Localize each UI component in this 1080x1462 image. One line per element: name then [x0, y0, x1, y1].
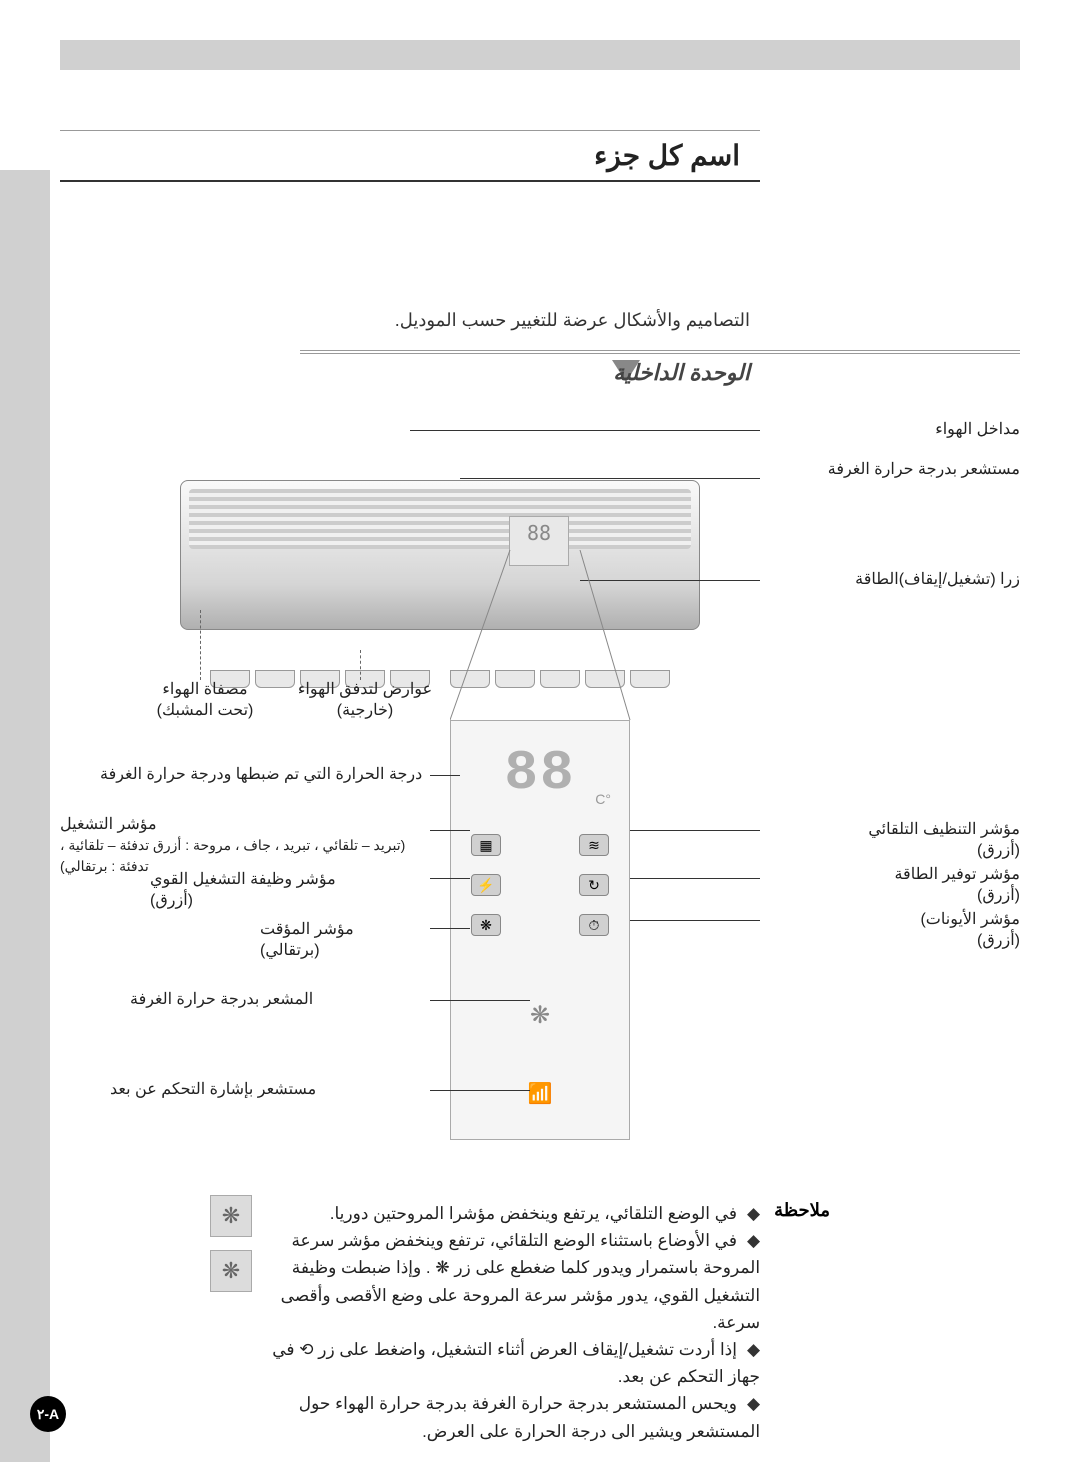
note-item: ويحس المستشعر بدرجة حرارة الغرفة بدرجة ح…: [260, 1390, 760, 1444]
label-op-mode: مؤشر التشغيل (تبريد – تلقائي ، تبريد ، ج…: [60, 815, 430, 877]
label-ion: مؤشر الأيونات) (أزرق): [760, 910, 1020, 952]
label-room-sensor: المشعر بدرجة حرارة الغرفة: [130, 990, 430, 1011]
label-air-filter-note: (تحت المشبك): [157, 702, 254, 719]
label-set-temp: درجة الحرارة التي تم ضبطها ودرجة حرارة ا…: [100, 765, 430, 786]
note-item: إذا أردت تشغيل/إيقاف العرض أثناء التشغيل…: [260, 1336, 760, 1390]
leader-line: [460, 478, 760, 479]
leader-line: [430, 1000, 530, 1001]
indicator-row-3: ⏱ ❋: [471, 911, 609, 939]
auto-clean-icon: ▦: [471, 834, 501, 856]
label-temp-sensor: مستشعر بدرجة حرارة الغرفة: [760, 460, 1020, 481]
ac-display-digits: 88: [510, 517, 568, 545]
display-unit: °C: [595, 791, 611, 807]
timer-color: (برتقالي): [260, 942, 320, 959]
page-title: اسم كل جزء: [594, 139, 740, 172]
leader-line: [630, 878, 760, 879]
indicator-row-2: ↻ ⚡: [471, 871, 609, 899]
leader-line: [430, 928, 470, 929]
indicator-row-1: ≋ ▦: [471, 831, 609, 859]
timer-text: مؤشر المؤقت: [260, 921, 354, 938]
label-air-blades: عوارض لتدفق الهواء (خارجية): [280, 680, 450, 722]
display-panel: 88 °C ≋ ▦ ↻ ⚡ ⏱ ❋ ❋ 📶: [450, 720, 630, 1140]
label-air-blades-note: (خارجية): [337, 702, 393, 719]
turbo-color: (أزرق): [150, 892, 193, 909]
fan-speed-icon: ❋: [451, 1001, 629, 1030]
label-air-filter: مصفاة الهواء (تحت المشبك): [140, 680, 270, 722]
note-fan-icon-1: ❋: [210, 1195, 252, 1237]
leader-line: [630, 920, 760, 921]
note-fan-icon-2: ❋: [210, 1250, 252, 1292]
note-item: في الوضع التلقائي، يرتفع وينخفض مؤشرا ال…: [260, 1200, 760, 1227]
label-air-blades-text: عوارض لتدفق الهواء: [298, 681, 432, 698]
mode-icon: ≋: [579, 834, 609, 856]
title-box: اسم كل جزء: [60, 130, 760, 182]
leader-line: [630, 830, 760, 831]
energy-icon: ⚡: [471, 874, 501, 896]
leader-line: [410, 430, 760, 431]
timer-icon: ⏱: [579, 914, 609, 936]
leader-line: [430, 878, 470, 879]
side-bar: [0, 170, 50, 1462]
auto-clean-text: مؤشر التنظيف التلقائي: [868, 821, 1020, 838]
label-timer: مؤشر المؤقت (برتقالي): [260, 920, 430, 962]
energy-color: (أزرق): [977, 887, 1020, 904]
label-air-filter-text: مصفاة الهواء: [162, 681, 247, 698]
energy-text: مؤشر توفير الطاقة: [894, 866, 1020, 883]
ion-color: (أزرق): [977, 932, 1020, 949]
label-remote-sensor: مستشعر بإشارة التحكم عن بعد: [110, 1080, 430, 1101]
leader-line: [430, 1090, 530, 1091]
auto-clean-color: (أزرق): [977, 842, 1020, 859]
ion-icon: ❋: [471, 914, 501, 936]
note-block: ملاحظة في الوضع التلقائي، يرتفع وينخفض م…: [260, 1200, 830, 1445]
dashed-leader: [200, 610, 201, 680]
op-mode-text: مؤشر التشغيل: [60, 816, 157, 833]
ac-grille: [189, 489, 691, 549]
label-power-button: زرا (تشغيل/إيقاف)الطاقة: [760, 570, 1020, 591]
label-auto-clean: مؤشر التنظيف التلقائي (أزرق): [760, 820, 1020, 862]
dashed-leader: [360, 650, 361, 680]
note-list: في الوضع التلقائي، يرتفع وينخفض مؤشرا ال…: [260, 1200, 760, 1445]
note-item: في الأوضاع باستثناء الوضع التلقائي، ترتف…: [260, 1227, 760, 1336]
turbo-text: مؤشر وظيفة التشغيل القوي: [150, 871, 336, 888]
section-divider: [300, 350, 1020, 354]
note-title: ملاحظة: [774, 1200, 830, 1221]
page-root: اسم كل جزء التصاميم والأشكال عرضة للتغيي…: [0, 0, 1080, 1462]
subtitle-text: التصاميم والأشكال عرضة للتغيير حسب المود…: [395, 310, 750, 331]
top-divider: [60, 40, 1020, 70]
remote-signal-icon: 📶: [451, 1081, 629, 1106]
zoom-lines: [450, 550, 670, 730]
leader-line: [430, 775, 460, 776]
section-header: الوحدة الداخلية: [613, 360, 750, 386]
label-air-intake: مداخل الهواء: [760, 420, 1020, 441]
turbo-icon: ↻: [579, 874, 609, 896]
label-energy: مؤشر توفير الطاقة (أزرق): [760, 865, 1020, 907]
ion-text: مؤشر الأيونات): [920, 911, 1020, 928]
leader-line: [430, 830, 470, 831]
diagram-area: 88 مداخل الهواء مستشعر بدرجة حرارة الغرف…: [60, 400, 1020, 1280]
op-mode-detail: (تبريد – تلقائي ، تبريد ، جاف ، مروحة : …: [60, 837, 405, 874]
page-number: A-٢: [30, 1396, 66, 1432]
label-turbo: مؤشر وظيفة التشغيل القوي (أزرق): [150, 870, 430, 912]
